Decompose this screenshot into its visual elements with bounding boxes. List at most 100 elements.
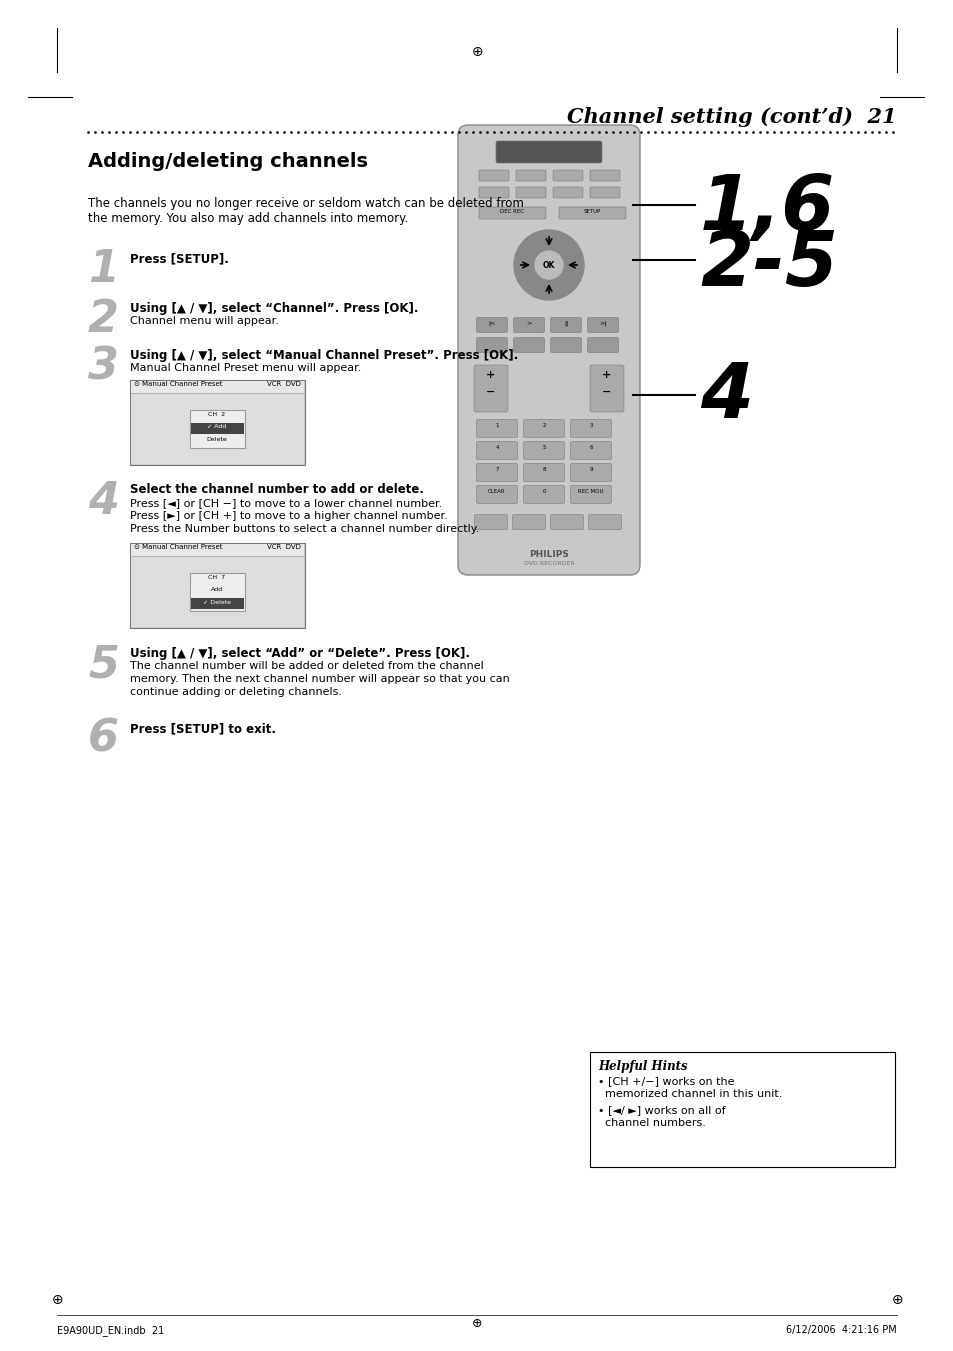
Text: VCR  DVD: VCR DVD <box>267 544 301 550</box>
FancyBboxPatch shape <box>523 442 564 459</box>
Text: −: − <box>486 386 496 397</box>
Text: ✓ Add: ✓ Add <box>207 424 227 430</box>
FancyBboxPatch shape <box>476 442 517 459</box>
Text: |<: |< <box>488 320 496 326</box>
FancyBboxPatch shape <box>474 365 507 412</box>
Text: 2: 2 <box>541 423 545 428</box>
Text: Press [SETUP].: Press [SETUP]. <box>130 253 229 265</box>
FancyBboxPatch shape <box>589 365 623 412</box>
Text: $\oplus$: $\oplus$ <box>51 1293 63 1306</box>
FancyBboxPatch shape <box>476 485 517 504</box>
Text: the memory. You also may add channels into memory.: the memory. You also may add channels in… <box>88 212 408 226</box>
FancyBboxPatch shape <box>570 420 611 438</box>
FancyBboxPatch shape <box>476 338 507 353</box>
Text: Using [▲ / ▼], select “Manual Channel Preset”. Press [OK].: Using [▲ / ▼], select “Manual Channel Pr… <box>130 349 517 362</box>
FancyBboxPatch shape <box>513 338 544 353</box>
FancyBboxPatch shape <box>588 515 620 530</box>
FancyBboxPatch shape <box>523 485 564 504</box>
Text: CH  7: CH 7 <box>208 576 225 580</box>
Text: 3: 3 <box>589 423 592 428</box>
Text: 4: 4 <box>700 359 752 434</box>
Text: channel numbers.: channel numbers. <box>598 1119 705 1128</box>
Text: DVD RECORDER: DVD RECORDER <box>523 561 574 566</box>
Text: >: > <box>526 320 531 326</box>
Bar <box>130 380 305 465</box>
Text: REC MOU: REC MOU <box>578 489 603 494</box>
Text: $\oplus$: $\oplus$ <box>890 1293 902 1306</box>
Circle shape <box>535 251 562 280</box>
Text: 5: 5 <box>541 444 545 450</box>
Text: 6: 6 <box>589 444 592 450</box>
Text: memory. Then the next channel number will appear so that you can: memory. Then the next channel number wil… <box>130 674 509 684</box>
Bar <box>191 598 244 609</box>
Bar <box>191 423 244 434</box>
FancyBboxPatch shape <box>570 442 611 459</box>
FancyBboxPatch shape <box>457 126 639 576</box>
Text: Press [◄] or [CH −] to move to a lower channel number.: Press [◄] or [CH −] to move to a lower c… <box>130 499 442 508</box>
Text: 6/12/2006  4:21:16 PM: 6/12/2006 4:21:16 PM <box>785 1325 896 1335</box>
Bar <box>190 573 245 611</box>
FancyBboxPatch shape <box>523 463 564 481</box>
Text: 1: 1 <box>495 423 498 428</box>
Text: VCR  DVD: VCR DVD <box>267 381 301 386</box>
Text: 2: 2 <box>88 299 119 340</box>
Text: Select the channel number to add or delete.: Select the channel number to add or dele… <box>130 484 423 496</box>
Text: 3: 3 <box>88 345 119 388</box>
Bar <box>131 544 304 557</box>
FancyBboxPatch shape <box>476 463 517 481</box>
Bar <box>191 586 244 597</box>
Text: −: − <box>601 386 611 397</box>
Text: Using [▲ / ▼], select “Channel”. Press [OK].: Using [▲ / ▼], select “Channel”. Press [… <box>130 303 418 315</box>
FancyBboxPatch shape <box>523 420 564 438</box>
Text: 9: 9 <box>589 467 592 471</box>
FancyBboxPatch shape <box>550 338 581 353</box>
Text: $\oplus$: $\oplus$ <box>471 1317 482 1329</box>
Text: 4: 4 <box>88 480 119 523</box>
Text: ⊙ Manual Channel Preset: ⊙ Manual Channel Preset <box>133 381 222 386</box>
Circle shape <box>514 230 583 300</box>
Text: CH  2: CH 2 <box>208 412 225 417</box>
Bar <box>131 394 304 463</box>
Text: • [◄/ ►] works on all of: • [◄/ ►] works on all of <box>598 1105 725 1115</box>
Bar <box>131 557 304 627</box>
Text: +: + <box>601 370 611 380</box>
Text: SETUP: SETUP <box>582 209 600 213</box>
FancyBboxPatch shape <box>478 207 545 219</box>
Text: DEC REC: DEC REC <box>499 209 523 213</box>
Text: ||: || <box>563 320 568 326</box>
FancyBboxPatch shape <box>587 338 618 353</box>
Text: CLEAR: CLEAR <box>488 489 505 494</box>
Text: 0: 0 <box>541 489 545 494</box>
FancyBboxPatch shape <box>570 463 611 481</box>
FancyBboxPatch shape <box>516 186 545 199</box>
Text: 5: 5 <box>88 643 119 686</box>
FancyBboxPatch shape <box>558 207 625 219</box>
Text: Press [SETUP] to exit.: Press [SETUP] to exit. <box>130 721 275 735</box>
Text: Using [▲ / ▼], select “Add” or “Delete”. Press [OK].: Using [▲ / ▼], select “Add” or “Delete”.… <box>130 647 470 661</box>
Bar <box>130 543 305 628</box>
FancyBboxPatch shape <box>516 170 545 181</box>
FancyBboxPatch shape <box>496 141 601 163</box>
Text: 2-5: 2-5 <box>700 228 837 303</box>
Text: ✓ Delete: ✓ Delete <box>203 600 231 605</box>
Text: $\oplus$: $\oplus$ <box>471 45 482 59</box>
Text: Add: Add <box>211 586 223 592</box>
Text: 4: 4 <box>495 444 498 450</box>
Text: Channel setting (cont’d)  21: Channel setting (cont’d) 21 <box>567 107 896 127</box>
FancyBboxPatch shape <box>553 186 582 199</box>
Text: Adding/deleting channels: Adding/deleting channels <box>88 153 368 172</box>
FancyBboxPatch shape <box>570 485 611 504</box>
Text: 1: 1 <box>88 249 119 290</box>
Text: PHILIPS: PHILIPS <box>529 550 568 559</box>
FancyBboxPatch shape <box>513 317 544 332</box>
FancyBboxPatch shape <box>478 170 509 181</box>
Text: Manual Channel Preset menu will appear.: Manual Channel Preset menu will appear. <box>130 363 361 373</box>
Text: ⊙ Manual Channel Preset: ⊙ Manual Channel Preset <box>133 544 222 550</box>
FancyBboxPatch shape <box>589 170 619 181</box>
Text: +: + <box>486 370 496 380</box>
Text: Helpful Hints: Helpful Hints <box>598 1061 687 1073</box>
Text: 1,6: 1,6 <box>700 172 835 246</box>
Text: 7: 7 <box>495 467 498 471</box>
FancyBboxPatch shape <box>587 317 618 332</box>
FancyBboxPatch shape <box>550 317 581 332</box>
